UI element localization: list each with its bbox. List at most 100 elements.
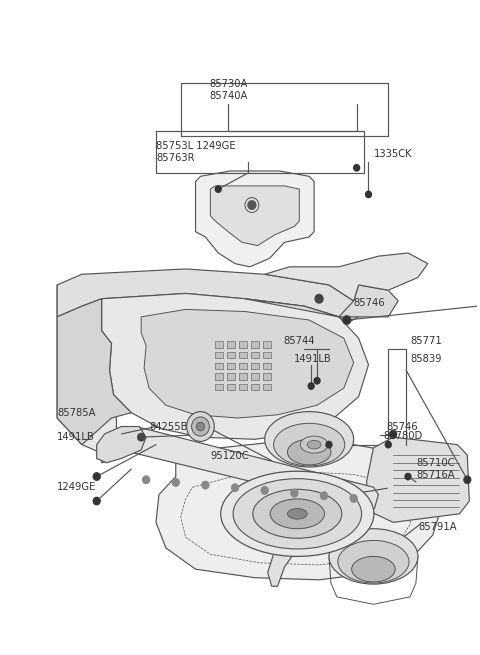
Circle shape <box>261 487 268 494</box>
Text: 85771: 85771 <box>410 336 442 346</box>
Ellipse shape <box>307 440 321 449</box>
Text: 84255B: 84255B <box>149 422 188 432</box>
Bar <box>263 341 271 348</box>
Circle shape <box>196 422 204 431</box>
Ellipse shape <box>274 423 345 466</box>
Bar <box>216 352 223 358</box>
Circle shape <box>321 492 327 500</box>
Text: 85780D: 85780D <box>384 431 422 441</box>
Polygon shape <box>141 309 354 418</box>
Bar <box>251 363 259 369</box>
Ellipse shape <box>338 540 409 583</box>
Bar <box>216 384 223 390</box>
Bar <box>239 352 247 358</box>
Bar <box>216 363 223 369</box>
Circle shape <box>314 377 320 384</box>
Bar <box>216 373 223 380</box>
Text: 1491LB: 1491LB <box>294 354 332 364</box>
Polygon shape <box>245 285 398 317</box>
Circle shape <box>94 474 100 479</box>
Bar <box>263 373 271 380</box>
Circle shape <box>343 316 351 324</box>
Text: 85791A: 85791A <box>418 521 456 532</box>
Ellipse shape <box>329 529 418 584</box>
Bar <box>227 373 235 380</box>
Circle shape <box>216 186 221 193</box>
Polygon shape <box>102 293 369 440</box>
Text: 85753L 1249GE
85763R: 85753L 1249GE 85763R <box>156 141 236 162</box>
Polygon shape <box>367 437 469 522</box>
Text: 95120C: 95120C <box>210 451 249 461</box>
Bar <box>227 352 235 358</box>
Polygon shape <box>264 253 428 301</box>
Circle shape <box>94 498 100 504</box>
Circle shape <box>138 434 144 441</box>
Circle shape <box>405 474 411 479</box>
Bar <box>239 384 247 390</box>
Bar <box>227 363 235 369</box>
Circle shape <box>354 164 360 171</box>
Circle shape <box>326 441 332 448</box>
Circle shape <box>390 430 396 438</box>
Circle shape <box>350 495 357 502</box>
Polygon shape <box>156 441 443 580</box>
Polygon shape <box>102 426 378 512</box>
Circle shape <box>248 201 256 210</box>
Ellipse shape <box>253 489 342 538</box>
Ellipse shape <box>352 556 395 582</box>
Bar <box>227 384 235 390</box>
Text: 85839: 85839 <box>410 354 442 364</box>
Text: 85785A: 85785A <box>57 407 96 418</box>
Circle shape <box>291 489 298 496</box>
Circle shape <box>93 497 100 505</box>
Ellipse shape <box>288 440 331 465</box>
Bar <box>251 384 259 390</box>
Circle shape <box>202 481 209 489</box>
Text: 85710C
85716A: 85710C 85716A <box>416 458 455 480</box>
Bar <box>251 352 259 358</box>
Circle shape <box>192 417 209 436</box>
Circle shape <box>187 411 214 441</box>
Circle shape <box>315 295 323 303</box>
Text: 1335CK: 1335CK <box>373 149 412 159</box>
Circle shape <box>231 484 239 491</box>
Text: 1249GE: 1249GE <box>57 482 96 492</box>
Bar <box>239 341 247 348</box>
Circle shape <box>344 317 350 323</box>
Text: 85744: 85744 <box>284 336 315 346</box>
Polygon shape <box>57 285 117 455</box>
Polygon shape <box>195 171 314 267</box>
Ellipse shape <box>288 508 307 519</box>
Bar <box>239 363 247 369</box>
Text: 85784: 85784 <box>317 533 348 542</box>
Text: 85746: 85746 <box>354 298 385 308</box>
Circle shape <box>366 191 372 198</box>
Bar <box>216 341 223 348</box>
Polygon shape <box>57 269 359 322</box>
Text: 85730A
85740A: 85730A 85740A <box>209 79 247 101</box>
Bar <box>251 373 259 380</box>
Polygon shape <box>96 426 146 462</box>
Circle shape <box>465 477 470 483</box>
Bar <box>263 363 271 369</box>
Ellipse shape <box>233 479 361 549</box>
Circle shape <box>93 473 100 480</box>
Ellipse shape <box>264 411 354 467</box>
Bar <box>227 341 235 348</box>
Polygon shape <box>57 299 131 445</box>
Polygon shape <box>268 493 314 586</box>
Text: 85746: 85746 <box>386 422 418 432</box>
Bar <box>263 384 271 390</box>
Bar <box>263 352 271 358</box>
Circle shape <box>143 476 150 483</box>
Ellipse shape <box>221 471 374 556</box>
Bar <box>239 373 247 380</box>
Circle shape <box>464 476 471 483</box>
Circle shape <box>308 383 314 389</box>
Polygon shape <box>210 186 300 246</box>
Text: 1491LB: 1491LB <box>57 432 95 442</box>
Circle shape <box>390 432 396 438</box>
Bar <box>251 341 259 348</box>
Ellipse shape <box>300 436 328 453</box>
Circle shape <box>385 441 391 448</box>
